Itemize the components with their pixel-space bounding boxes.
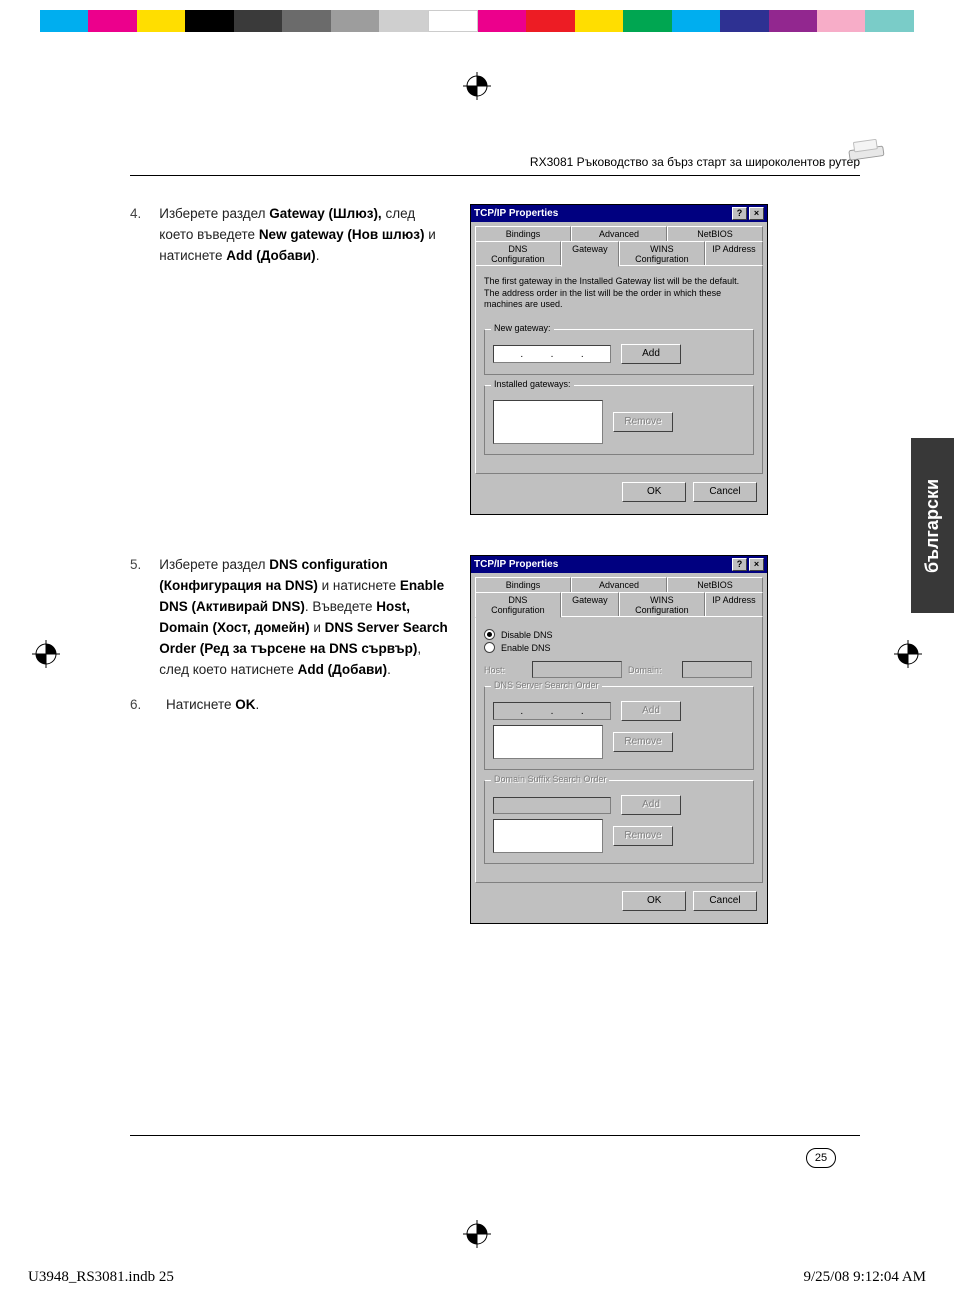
remove-button[interactable]: Remove (613, 826, 673, 846)
add-button[interactable]: Add (621, 344, 681, 364)
new-gateway-input[interactable]: ... (493, 345, 611, 363)
tab-ip-address[interactable]: IP Address (705, 241, 763, 266)
tab-gateway[interactable]: Gateway (561, 241, 619, 267)
print-footer-left: U3948_RS3081.indb 25 (28, 1269, 174, 1286)
step-6: 6. Натиснете OK. (130, 695, 450, 716)
disable-dns-radio[interactable]: Disable DNS (484, 629, 754, 640)
step-5: 5. Изберете раздел DNS configuration (Ко… (130, 555, 450, 681)
print-footer: U3948_RS3081.indb 25 9/25/08 9:12:04 AM (28, 1269, 926, 1286)
domain-suffix-label: Domain Suffix Search Order (491, 774, 609, 784)
domain-input[interactable] (682, 661, 752, 678)
tab-netbios[interactable]: NetBIOS (667, 226, 763, 241)
tab-gateway[interactable]: Gateway (561, 592, 619, 617)
dialog-title: TCP/IP Properties (474, 208, 730, 219)
step-text: Натиснете OK. (166, 695, 259, 716)
installed-gateways-label: Installed gateways: (491, 379, 574, 389)
step-4: 4. Изберете раздел Gateway (Шлюз), след … (130, 204, 450, 267)
step-number: 6. (130, 695, 148, 716)
page-content: RX3081 Ръководство за бърз старт за широ… (130, 155, 860, 964)
dialog-title: TCP/IP Properties (474, 559, 730, 570)
close-button[interactable]: × (749, 558, 764, 571)
registration-mark-icon (32, 640, 60, 668)
page-number: 25 (806, 1148, 836, 1168)
step-number: 4. (130, 204, 141, 267)
router-icon (845, 134, 886, 165)
domain-suffix-input[interactable] (493, 797, 611, 814)
header-title: RX3081 Ръководство за бърз старт за широ… (530, 155, 860, 169)
footer-rule (130, 1135, 860, 1136)
cancel-button[interactable]: Cancel (693, 891, 757, 911)
tab-dns-config[interactable]: DNS Configuration (475, 592, 561, 618)
language-tab: български (911, 438, 954, 613)
ok-button[interactable]: OK (622, 891, 686, 911)
dns-server-input[interactable]: ... (493, 702, 611, 720)
host-input[interactable] (532, 661, 622, 678)
host-label: Host: (484, 665, 526, 675)
dns-search-order-label: DNS Server Search Order (491, 680, 602, 690)
add-button[interactable]: Add (621, 701, 681, 721)
tab-dns-config[interactable]: DNS Configuration (475, 241, 561, 266)
domain-suffix-list[interactable] (493, 819, 603, 853)
registration-mark-icon (894, 640, 922, 668)
tab-bindings[interactable]: Bindings (475, 226, 571, 241)
dialog-titlebar: TCP/IP Properties ? × (471, 205, 767, 222)
help-button[interactable]: ? (732, 207, 747, 220)
page-header: RX3081 Ръководство за бърз старт за широ… (130, 155, 860, 176)
add-button[interactable]: Add (621, 795, 681, 815)
enable-dns-radio[interactable]: Enable DNS (484, 642, 754, 653)
remove-button[interactable]: Remove (613, 412, 673, 432)
print-footer-right: 9/25/08 9:12:04 AM (803, 1269, 926, 1286)
step-text: Изберете раздел DNS configuration (Конфи… (159, 555, 450, 681)
dialog-titlebar: TCP/IP Properties ? × (471, 556, 767, 573)
ok-button[interactable]: OK (622, 482, 686, 502)
installed-gateways-list[interactable] (493, 400, 603, 444)
tab-netbios[interactable]: NetBIOS (667, 577, 763, 592)
tab-wins-config[interactable]: WINS Configuration (619, 592, 705, 617)
dns-server-list[interactable] (493, 725, 603, 759)
tcpip-gateway-dialog: TCP/IP Properties ? × Bindings Advanced … (470, 204, 768, 515)
cancel-button[interactable]: Cancel (693, 482, 757, 502)
domain-label: Domain: (628, 665, 676, 675)
step-text: Изберете раздел Gateway (Шлюз), след кое… (159, 204, 450, 267)
close-button[interactable]: × (749, 207, 764, 220)
tab-ip-address[interactable]: IP Address (705, 592, 763, 617)
print-color-bar (40, 10, 914, 32)
gateway-description: The first gateway in the Installed Gatew… (484, 276, 754, 311)
step-number: 5. (130, 555, 141, 681)
tcpip-dns-dialog: TCP/IP Properties ? × Bindings Advanced … (470, 555, 768, 924)
tab-advanced[interactable]: Advanced (571, 577, 667, 592)
tab-advanced[interactable]: Advanced (571, 226, 667, 241)
remove-button[interactable]: Remove (613, 732, 673, 752)
registration-mark-icon (463, 72, 491, 100)
help-button[interactable]: ? (732, 558, 747, 571)
registration-mark-icon (463, 1220, 491, 1248)
new-gateway-label: New gateway: (491, 323, 554, 333)
tab-bindings[interactable]: Bindings (475, 577, 571, 592)
tab-wins-config[interactable]: WINS Configuration (619, 241, 705, 266)
